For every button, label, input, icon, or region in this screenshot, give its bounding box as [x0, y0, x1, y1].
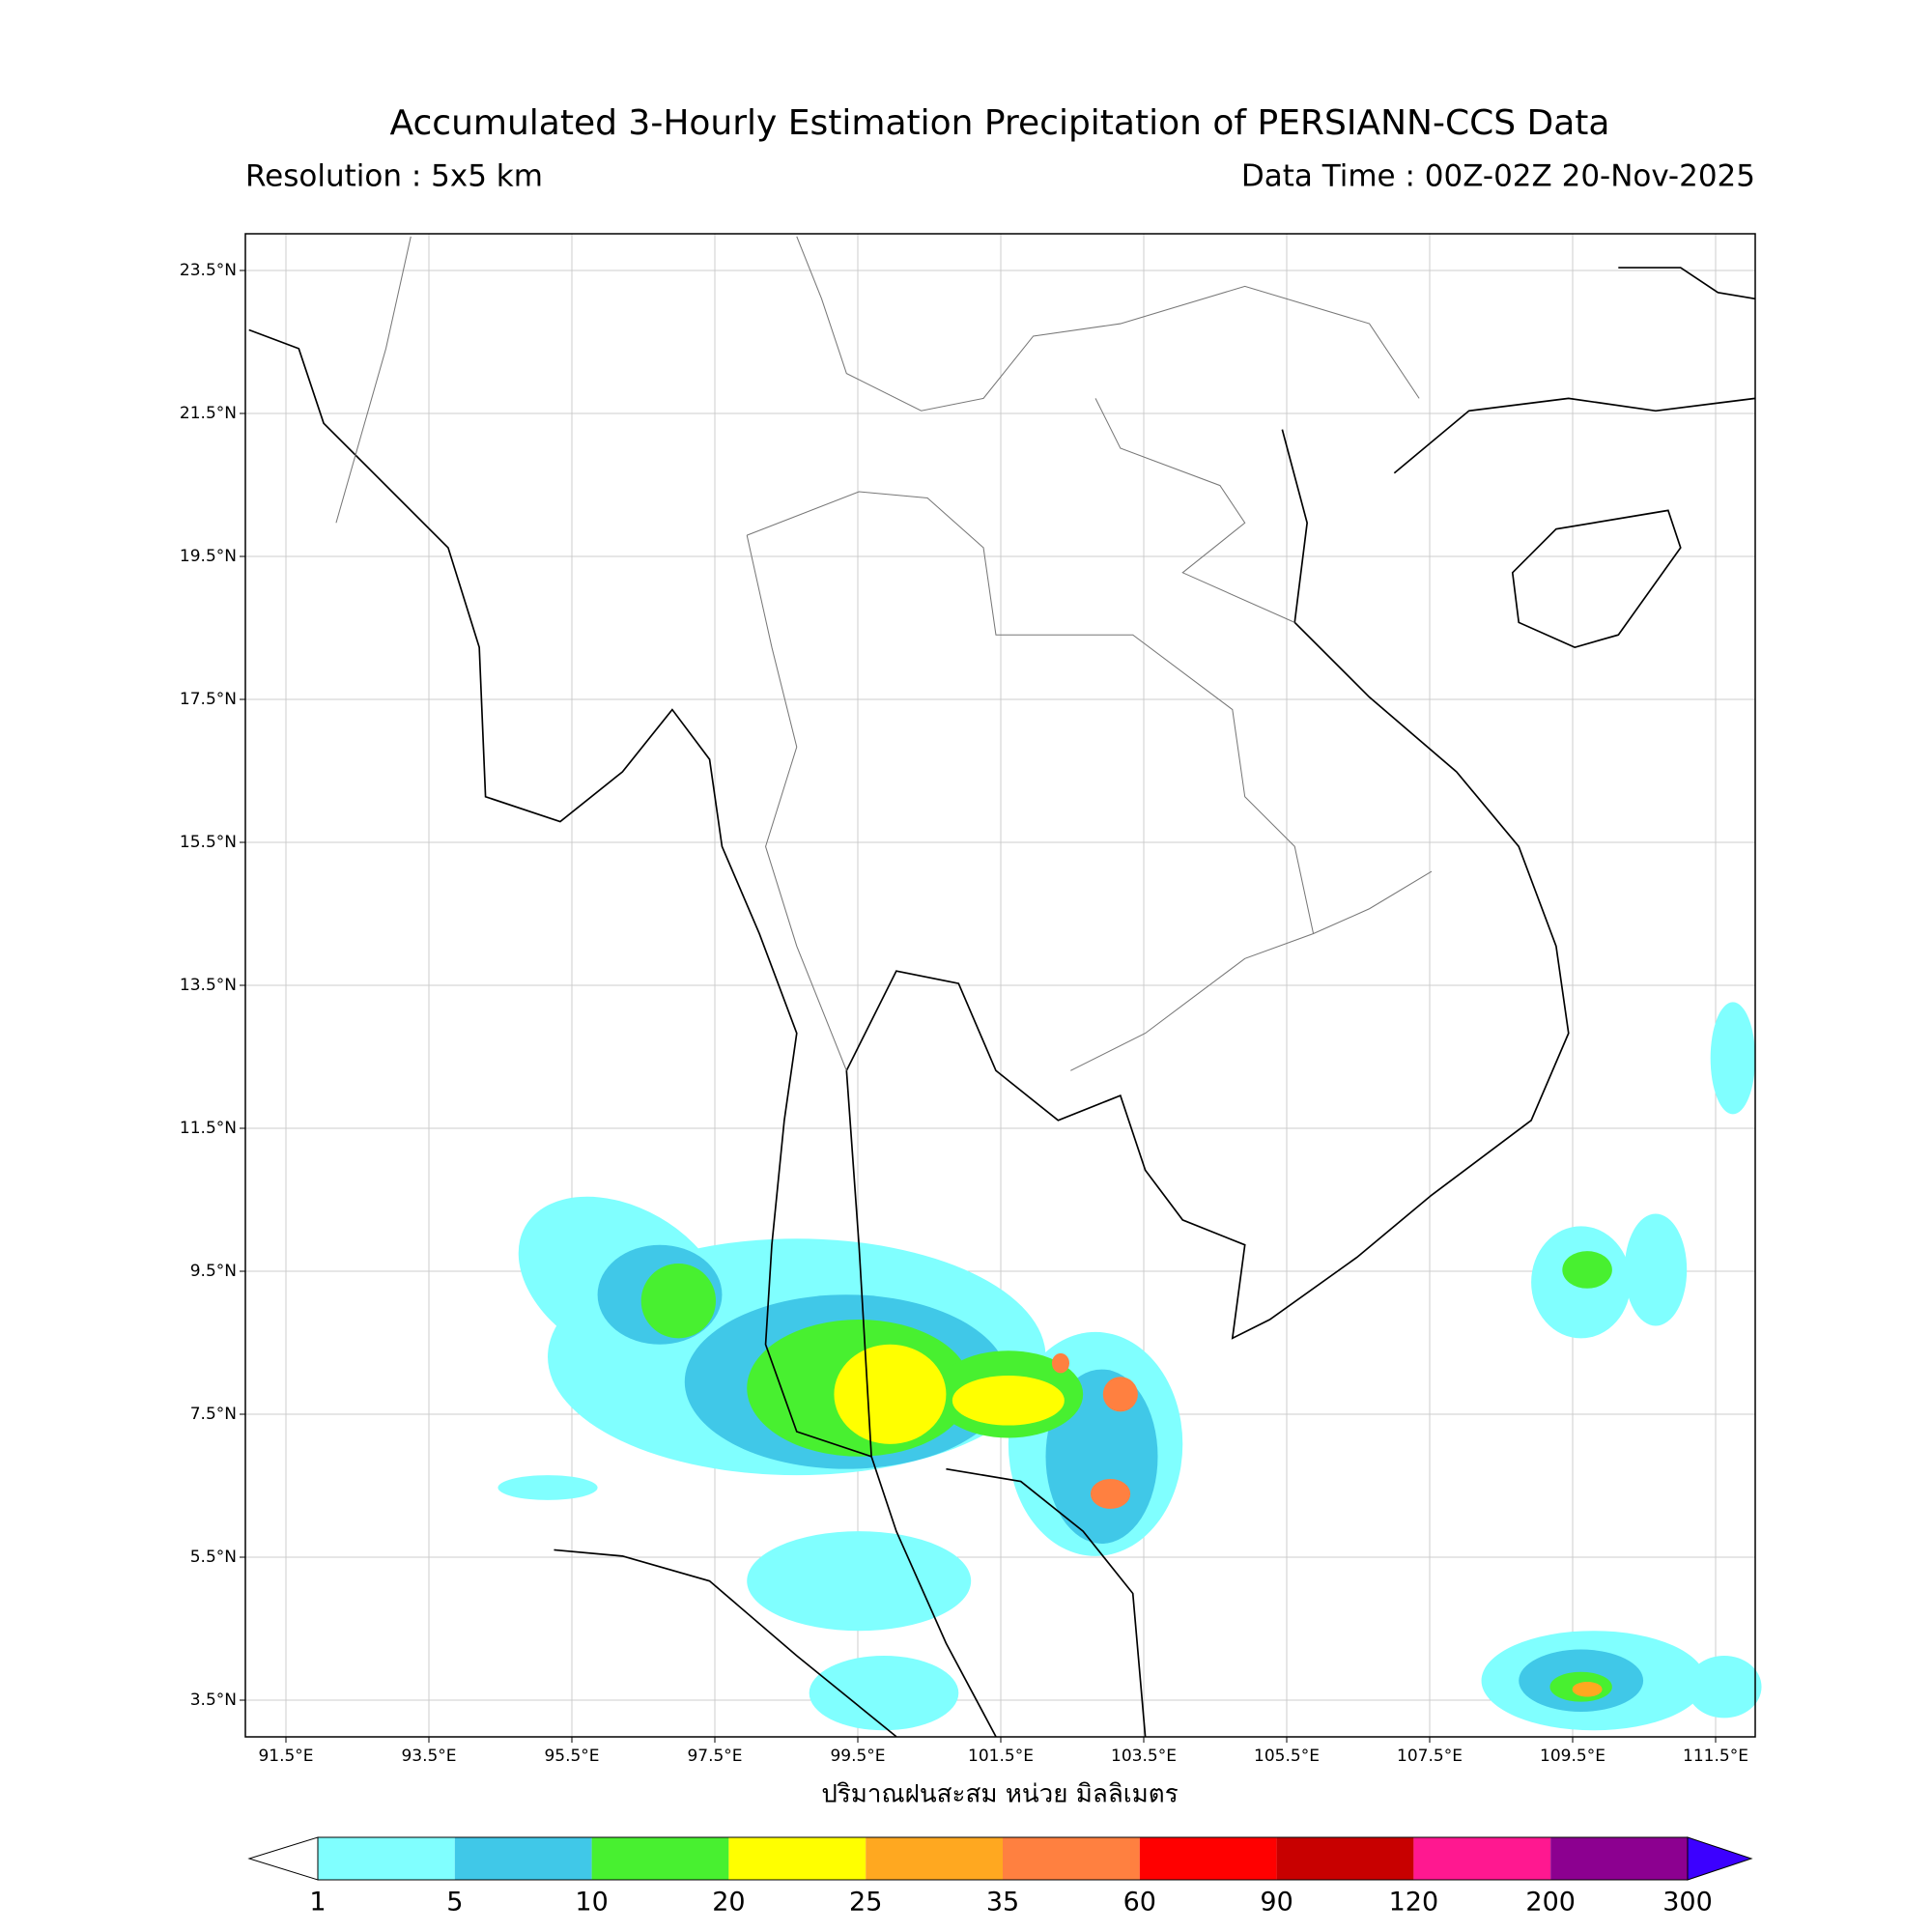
colorbar-label: 20: [712, 1888, 745, 1918]
grid: 23.5°N 21.5°N 19.5°N 17.5°N 15.5°N 13.5°N 11.5…: [180, 234, 1755, 1766]
lat-tick-label: 23.5°N: [180, 261, 237, 280]
rain-area: [1051, 1352, 1069, 1374]
colorbar-segment: [866, 1837, 1003, 1880]
rain-area: [747, 1531, 972, 1632]
coastline: [1511, 509, 1682, 649]
x-axis-label: ปริมาณฝนสะสม หน่วย มิลลิเมตร: [821, 1780, 1178, 1809]
rain-area: [497, 1475, 598, 1500]
lat-tick-label: 9.5°N: [190, 1262, 237, 1281]
rain-area: [1102, 1377, 1138, 1412]
colorbar-label: 35: [986, 1888, 1019, 1918]
colorbar-segment: [728, 1837, 867, 1880]
rain-area: [1090, 1478, 1131, 1509]
lon-tick-label: 97.5°E: [687, 1747, 742, 1766]
lat-tick-label: 17.5°N: [180, 690, 237, 709]
lon-tick-label: 91.5°E: [258, 1747, 313, 1766]
lat-tick-label: 11.5°N: [180, 1119, 237, 1138]
colorbar-segment: [1276, 1837, 1414, 1880]
colorbar-under: [247, 1836, 319, 1881]
lat-tick-label: 21.5°N: [180, 404, 237, 423]
coastline: [946, 1467, 1147, 1737]
lon-tick-label: 109.5°E: [1540, 1747, 1605, 1766]
country-border: [796, 236, 1420, 412]
colorbar-label: 60: [1123, 1888, 1156, 1918]
coastline: [845, 429, 1570, 1457]
colorbar-segment: [1550, 1837, 1688, 1880]
country-border: [747, 491, 1315, 1071]
colorbar-label: 90: [1260, 1888, 1293, 1918]
map: [248, 236, 1762, 1738]
colorbar-over: [1687, 1836, 1753, 1881]
rain-area: [809, 1655, 959, 1731]
lon-tick-label: 105.5°E: [1254, 1747, 1320, 1766]
lon-tick-label: 107.5°E: [1397, 1747, 1463, 1766]
colorbar-label: 300: [1662, 1888, 1713, 1918]
map-frame: [244, 233, 1756, 1738]
country-border: [335, 236, 412, 524]
colorbar-label: 1: [309, 1888, 326, 1918]
rain-area: [1624, 1213, 1688, 1326]
colorbar-segment: [1003, 1837, 1140, 1880]
colorbar: 1 5 10 20 25 35 60 90 120 200 300: [247, 1836, 1753, 1918]
lat-tick-label: 19.5°N: [180, 547, 237, 566]
country-border: [746, 535, 847, 1071]
lon-tick-label: 99.5°E: [830, 1747, 885, 1766]
lat-tick-label: 15.5°N: [180, 833, 237, 852]
colorbar-segment: [591, 1837, 729, 1880]
colorbar-segment: [318, 1837, 455, 1880]
lon-tick-label: 101.5°E: [968, 1747, 1034, 1766]
rain-area: [1687, 1655, 1762, 1719]
rain-area: [1572, 1682, 1603, 1697]
coastlines: [248, 236, 1756, 1738]
rain-area: [834, 1344, 947, 1444]
coastline: [1618, 267, 1756, 300]
coastline: [554, 1548, 897, 1738]
colorbar-outline: [317, 1836, 1689, 1881]
rain-area: [640, 1264, 717, 1339]
title: Accumulated 3-Hourly Estimation Precipit…: [390, 103, 1610, 143]
lat-tick-label: 13.5°N: [180, 976, 237, 995]
precipitation: [497, 1002, 1762, 1731]
colorbar-label: 120: [1389, 1888, 1439, 1918]
coastline: [248, 328, 997, 1738]
colorbar-label: 10: [575, 1888, 608, 1918]
country-border: [1094, 398, 1295, 623]
colorbar-segment: [1139, 1837, 1277, 1880]
lon-tick-label: 111.5°E: [1683, 1747, 1748, 1766]
colorbar-segment: [454, 1837, 592, 1880]
colorbar-label: 5: [446, 1888, 463, 1918]
lat-tick-label: 5.5°N: [190, 1548, 237, 1567]
colorbar-label: 25: [849, 1888, 882, 1918]
rain-area: [952, 1376, 1065, 1426]
rain-area: [1562, 1251, 1612, 1289]
lat-tick-label: 7.5°N: [190, 1405, 237, 1424]
coastline: [1393, 397, 1756, 474]
lon-tick-label: 95.5°E: [544, 1747, 599, 1766]
data-time: Data Time : 00Z-02Z 20-Nov-2025: [1241, 159, 1755, 194]
lon-tick-label: 93.5°E: [401, 1747, 456, 1766]
colorbar-label: 200: [1525, 1888, 1576, 1918]
rain-area: [1710, 1002, 1756, 1115]
colorbar-segment: [1413, 1837, 1551, 1880]
resolution: Resolution : 5x5 km: [245, 159, 543, 194]
lon-tick-label: 103.5°E: [1111, 1747, 1177, 1766]
lat-tick-label: 3.5°N: [190, 1690, 237, 1710]
country-border: [1313, 870, 1433, 934]
